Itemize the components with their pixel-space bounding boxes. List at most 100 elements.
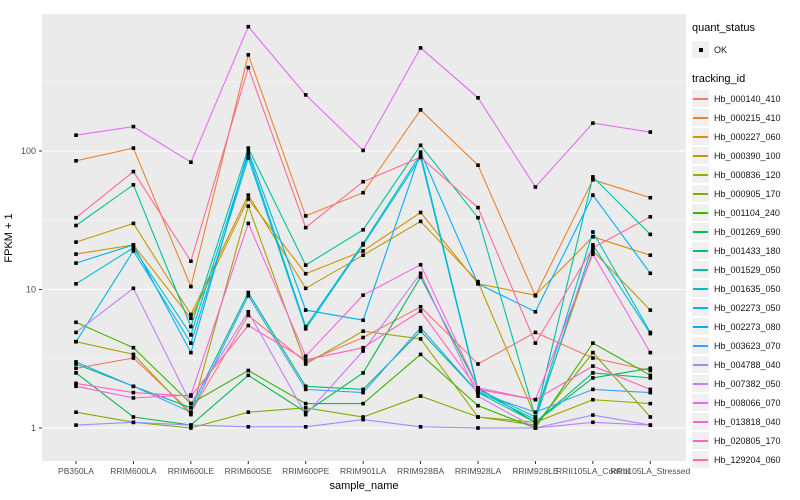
data-point — [648, 215, 653, 219]
data-point — [648, 373, 653, 378]
legend-item: Hb_001104_240 — [692, 203, 800, 222]
legend-item-label: Hb_001433_180 — [714, 245, 781, 256]
line-swatch-icon — [693, 288, 708, 290]
data-point — [131, 384, 136, 389]
data-point — [246, 53, 251, 57]
line-swatch-icon — [693, 307, 708, 309]
legend-key-line — [692, 204, 709, 221]
line-swatch-icon — [693, 98, 708, 100]
data-point — [648, 232, 653, 237]
data-point — [361, 415, 365, 419]
legend-item: Hb_000905_170 — [692, 184, 800, 203]
legend-item-label: Hb_000390_100 — [714, 150, 781, 161]
data-point — [476, 279, 480, 284]
legend-key-line — [692, 299, 709, 316]
line-swatch-icon — [693, 326, 708, 328]
data-point — [131, 352, 136, 357]
data-point — [131, 146, 136, 150]
data-point — [591, 246, 595, 250]
data-point — [303, 271, 308, 276]
data-point — [74, 410, 78, 414]
legend-item-label: Hb_001104_240 — [714, 207, 780, 218]
legend-item: Hb_002273_050 — [692, 298, 800, 317]
data-point — [591, 413, 595, 417]
data-point — [189, 423, 193, 427]
legend-tracking-items: Hb_000140_410 Hb_000215_410 Hb_000227_060 H… — [692, 89, 800, 469]
data-point — [591, 193, 595, 197]
data-point — [476, 215, 480, 220]
data-point — [648, 368, 653, 373]
legend-key-line — [692, 90, 709, 107]
data-point — [246, 152, 251, 156]
legend-item: Hb_000215_410 — [692, 108, 800, 127]
data-point — [246, 156, 251, 160]
line-swatch-icon — [693, 136, 708, 138]
data-point — [591, 178, 595, 182]
data-point — [74, 381, 78, 386]
data-point — [476, 96, 480, 100]
data-point — [303, 412, 308, 417]
legend-key-line — [692, 242, 709, 259]
data-point — [246, 368, 251, 373]
data-point — [131, 390, 136, 395]
data-point — [189, 394, 193, 398]
data-point — [591, 356, 595, 360]
data-point — [648, 415, 653, 419]
data-point — [131, 246, 136, 250]
x-tick-label: RRIM600LA — [110, 466, 157, 476]
data-point — [303, 362, 308, 366]
data-point — [476, 205, 480, 210]
data-point — [418, 352, 423, 357]
legend-key-line — [692, 109, 709, 126]
legend-item: Hb_013818_040 — [692, 412, 800, 431]
data-point — [418, 210, 423, 215]
legend-item: Hb_000227_060 — [692, 127, 800, 146]
legend-key-line — [692, 337, 709, 354]
data-point — [131, 396, 136, 400]
data-point — [648, 308, 653, 312]
data-point — [74, 366, 78, 371]
data-point — [189, 160, 193, 164]
legend-item: Hb_008066_070 — [692, 393, 800, 412]
data-point — [131, 415, 136, 419]
data-point — [361, 293, 365, 297]
legend-item-label: Hb_000215_410 — [714, 112, 781, 123]
data-point — [648, 195, 653, 200]
data-point — [131, 124, 136, 129]
data-point — [189, 426, 193, 430]
data-point — [246, 65, 251, 70]
line-swatch-icon — [693, 174, 708, 176]
x-tick-label: PB350LA — [58, 466, 94, 476]
data-point — [74, 320, 78, 325]
data-point — [418, 262, 423, 267]
line-swatch-icon — [693, 383, 708, 385]
legend-item: Hb_001529_050 — [692, 260, 800, 279]
data-point — [591, 235, 595, 239]
data-point — [533, 417, 538, 422]
data-point — [648, 331, 653, 336]
legend-item: Hb_004788_040 — [692, 355, 800, 374]
data-point — [246, 290, 251, 295]
data-point — [533, 415, 538, 419]
data-point — [533, 341, 538, 345]
data-point — [246, 294, 251, 298]
data-point — [591, 252, 595, 256]
data-point — [74, 282, 78, 286]
legend-key-line — [692, 185, 709, 202]
x-tick-label: RRIM600PE — [282, 466, 330, 476]
data-point — [476, 394, 480, 398]
data-point — [74, 159, 78, 163]
data-point — [189, 410, 193, 414]
data-point — [476, 426, 480, 430]
legend-key-line — [692, 223, 709, 240]
data-point — [418, 143, 423, 148]
legend-item-label: Hb_002273_050 — [714, 302, 781, 313]
data-point — [131, 286, 136, 291]
line-swatch-icon — [693, 440, 708, 442]
data-point — [303, 358, 308, 362]
chart-canvas: 1 10 100 PB350LA RRIM600LA RRIM600LE RRIM600SE… — [21, 14, 690, 476]
legend-key-line — [692, 166, 709, 183]
data-point — [418, 425, 423, 429]
data-point — [303, 354, 308, 358]
